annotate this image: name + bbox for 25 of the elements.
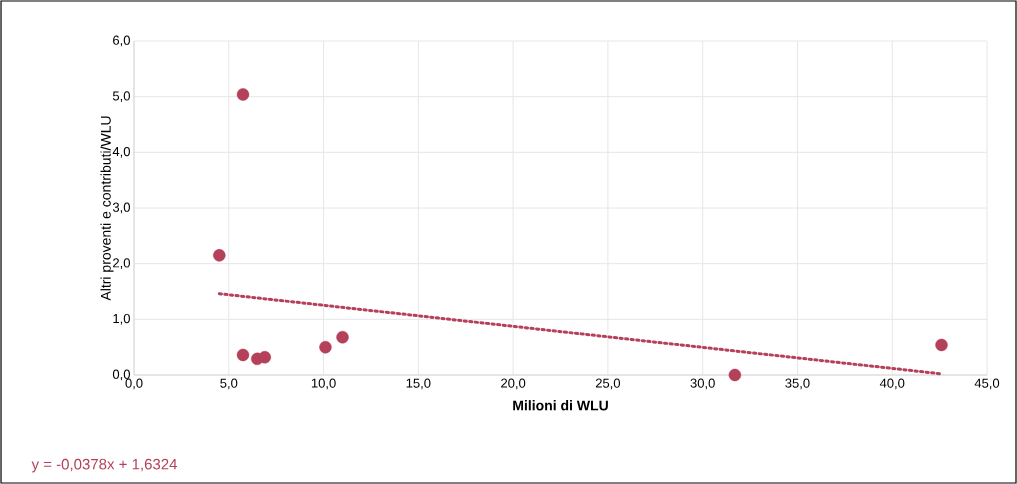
point	[935, 338, 948, 352]
y-tick-label: 2,0	[113, 258, 130, 270]
y-tick-label: 4,0	[112, 146, 130, 158]
x-tick-label: 20,0	[501, 378, 526, 390]
x-tick-label: 35,0	[785, 378, 810, 390]
x-tick-label: 5,0	[220, 378, 238, 390]
x-tick-label: 15,0	[406, 378, 431, 390]
text: y = -0,0378x + 1,6324	[31, 458, 178, 473]
point	[258, 350, 271, 364]
point	[236, 88, 250, 101]
y-tick-label: 5,0	[112, 91, 130, 103]
point	[336, 330, 349, 344]
x-tick-label: 10,0	[311, 378, 336, 390]
y-tick-label: 6,0	[113, 35, 130, 47]
point	[728, 368, 742, 382]
x-tick-label: 25,0	[595, 378, 621, 390]
y-tick-label: 3,0	[112, 202, 130, 214]
x-tick-label: 45,0	[974, 378, 1000, 390]
point	[319, 340, 332, 354]
point	[213, 249, 226, 262]
point	[236, 348, 250, 362]
y-tick-label: 1,0	[113, 313, 130, 325]
x-axis-title: Milioni di WLU	[513, 400, 608, 411]
x-tick-label: 30,0	[690, 378, 715, 390]
x-tick-label: 40,0	[879, 378, 905, 390]
